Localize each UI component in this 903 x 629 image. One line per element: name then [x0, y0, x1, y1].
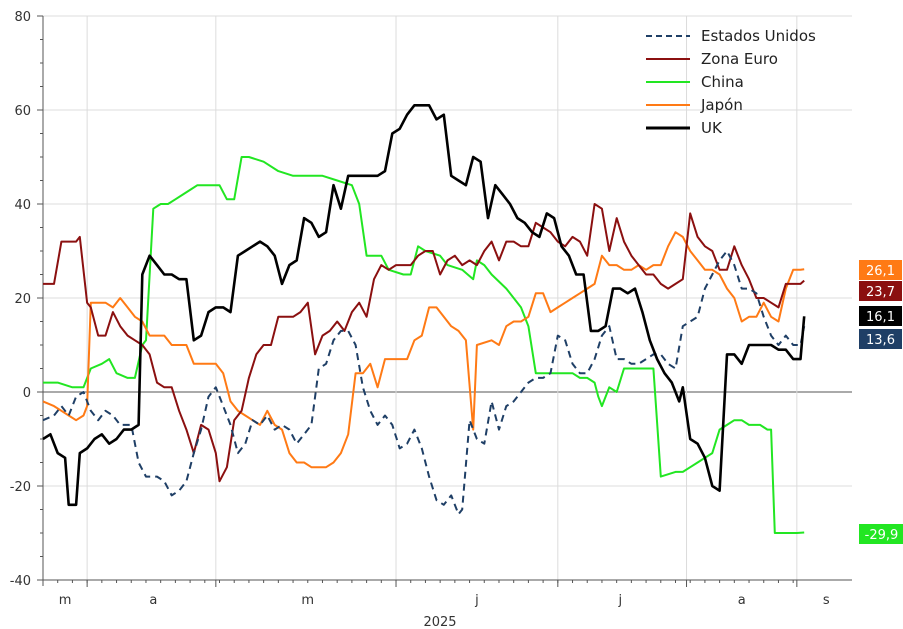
y-tick-label: -40	[10, 574, 31, 589]
series-line-2	[43, 156, 805, 534]
series-line-0	[42, 250, 806, 516]
last-value-badge	[859, 281, 902, 301]
last-value-text: 16,1	[866, 310, 895, 325]
axes: -40 -20 0 20 40 60 80 m a m j j a s	[10, 10, 852, 608]
legend: Estados Unidos Zona Euro China Japón UK	[646, 27, 816, 137]
x-tick-label: a	[149, 593, 157, 608]
last-value-badge	[859, 524, 903, 544]
series-line-4	[42, 104, 806, 507]
series-line-3	[42, 231, 805, 469]
legend-label: UK	[701, 119, 723, 137]
last-value-badge	[859, 306, 902, 326]
series-layer	[42, 104, 806, 534]
last-value-text: 23,7	[866, 285, 895, 300]
x-axis-label: 2025	[423, 615, 456, 629]
x-tick-label: m	[301, 593, 314, 608]
legend-label: Japón	[700, 96, 743, 114]
last-value-text: 13,6	[866, 333, 895, 348]
grid-lines	[43, 15, 852, 581]
last-value-badges: 26,1 23,7 16,1 13,6 -29,9	[859, 260, 903, 544]
y-tick-label: 40	[14, 198, 31, 213]
legend-label: Zona Euro	[701, 50, 778, 68]
x-tick-label: j	[474, 593, 479, 608]
y-tick-label: 60	[14, 104, 31, 119]
y-tick-label: 0	[23, 386, 31, 401]
series-line-1	[43, 203, 805, 483]
last-value-badge	[859, 260, 902, 280]
last-value-badge	[859, 329, 902, 349]
x-tick-label: m	[59, 593, 72, 608]
y-tick-label: 20	[14, 292, 31, 307]
last-value-text: 26,1	[866, 264, 895, 279]
x-tick-label: j	[618, 593, 623, 608]
x-tick-label: s	[823, 593, 830, 608]
y-tick-label: 80	[14, 10, 31, 25]
y-tick-label: -20	[10, 480, 31, 495]
x-tick-label: a	[738, 593, 746, 608]
legend-label: China	[701, 73, 744, 91]
last-value-text: -29,9	[865, 528, 899, 543]
legend-label: Estados Unidos	[701, 27, 816, 45]
